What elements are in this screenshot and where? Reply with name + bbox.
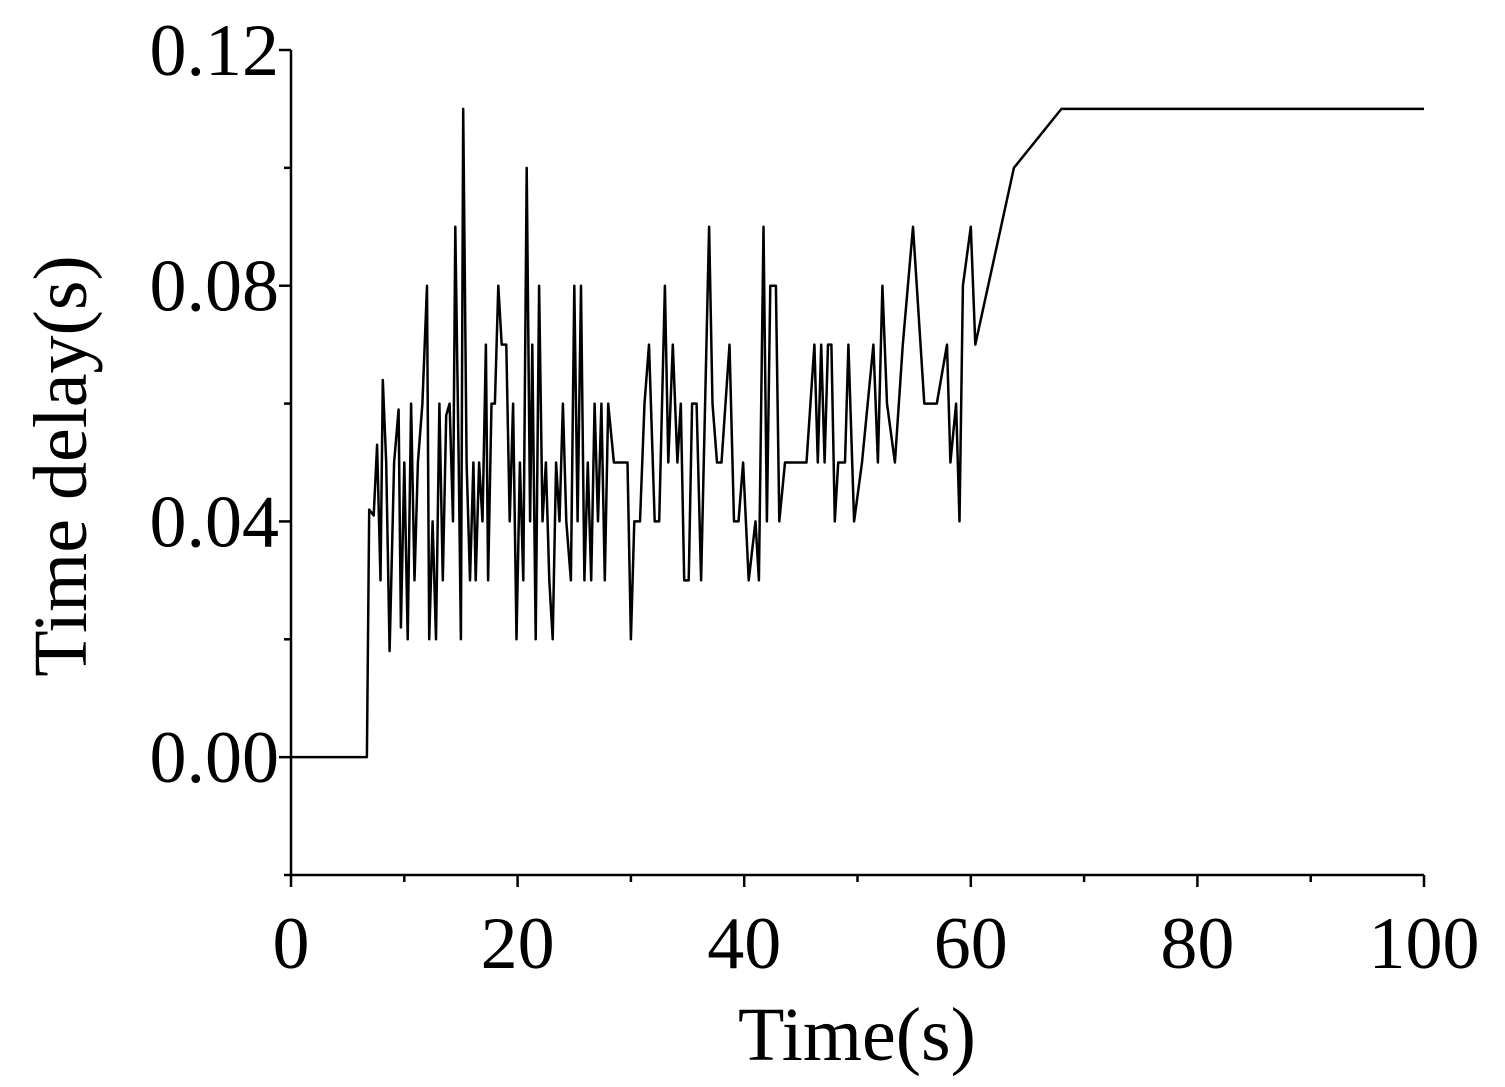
y-axis-label: Time delay(s) [19, 255, 103, 677]
x-tick-label: 20 [481, 903, 555, 985]
x-tick-label: 100 [1369, 903, 1480, 985]
y-tick-label: 0.12 [150, 10, 280, 92]
x-axis-label: Time(s) [738, 993, 976, 1077]
x-tick-label: 40 [707, 903, 781, 985]
y-tick-label: 0.00 [150, 717, 280, 799]
data-line [291, 107, 1424, 759]
x-tick-label: 60 [934, 903, 1008, 985]
y-tick-label: 0.08 [150, 246, 280, 328]
y-tick-label: 0.04 [150, 481, 280, 563]
x-tick-label: 80 [1160, 903, 1234, 985]
x-tick-label: 0 [273, 903, 310, 985]
